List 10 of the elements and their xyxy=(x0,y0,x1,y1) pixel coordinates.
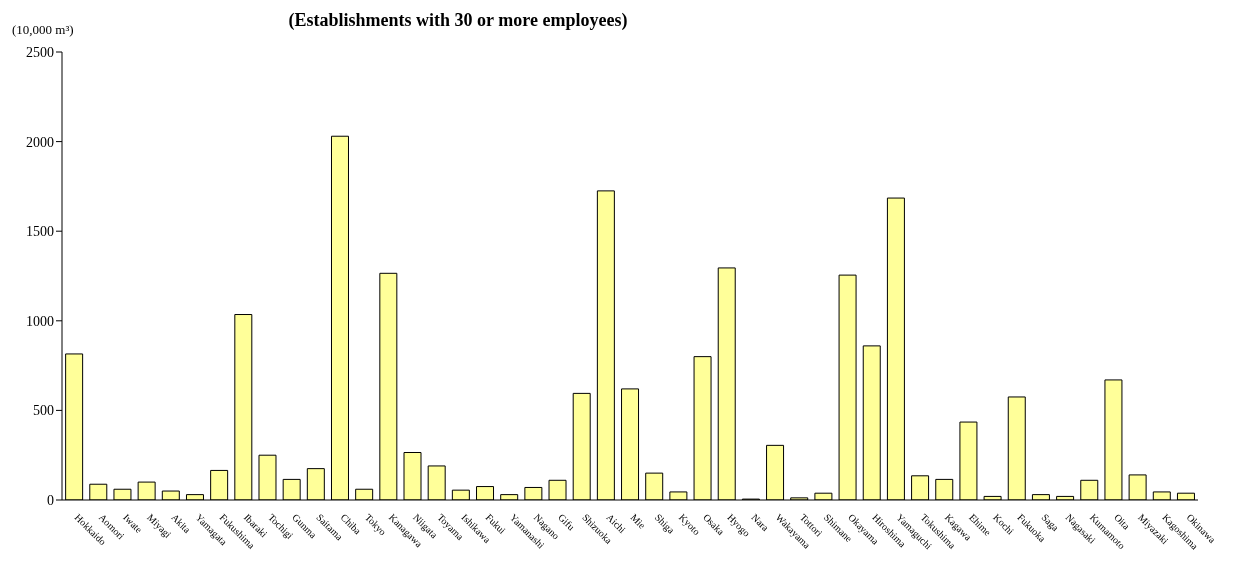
y-tick-label: 2000 xyxy=(26,134,54,150)
y-axis-title: (10,000 m³) xyxy=(12,22,74,38)
y-tick-label: 0 xyxy=(47,492,54,508)
y-tick-label: 2500 xyxy=(26,44,54,60)
y-tick-label: 1000 xyxy=(26,313,54,329)
chart-title: (Establishments with 30 or more employees) xyxy=(287,10,629,31)
x-tick-label: Gifu xyxy=(556,511,577,533)
x-tick-label: Mie xyxy=(628,511,649,532)
y-tick-label: 1500 xyxy=(26,224,54,240)
y-tick-label: 500 xyxy=(33,403,54,419)
